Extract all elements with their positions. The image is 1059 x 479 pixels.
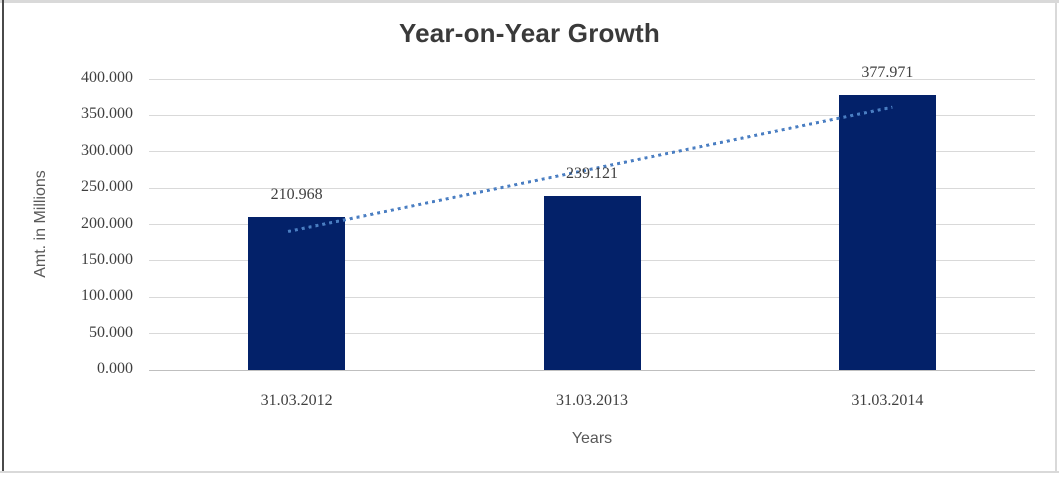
gridline (149, 187, 1035, 189)
data-label: 377.971 (861, 64, 914, 82)
y-tick-label: 100.000 (81, 287, 133, 305)
y-tick-label: 50.000 (89, 323, 133, 341)
border-right (1055, 0, 1057, 473)
border-left (2, 0, 4, 471)
y-tick-label: 150.000 (81, 250, 133, 268)
data-label: 239.121 (566, 165, 618, 183)
x-axis-line (149, 369, 1035, 371)
bar-31.03.2013 (543, 196, 641, 370)
border-top (0, 0, 1059, 3)
y-tick-label: 350.000 (81, 105, 133, 123)
y-tick-label: 200.000 (81, 214, 133, 232)
data-label: 210.968 (270, 185, 323, 203)
x-axis-title: Years (571, 430, 613, 447)
y-tick-label: 250.000 (81, 178, 133, 196)
x-tick-label: 31.03.2013 (556, 392, 628, 409)
x-tick-label: 31.03.2014 (851, 392, 924, 409)
x-tick-label: 31.03.2012 (260, 392, 333, 409)
y-tick-label: 400.000 (81, 69, 133, 86)
plot-area: 210.968 239.121 377.971 (149, 64, 1035, 371)
gridline (149, 78, 1035, 80)
bar-31.03.2014 (838, 95, 936, 370)
border-bottom (0, 471, 1059, 473)
gridline (149, 151, 1035, 153)
y-tick-label: 300.000 (81, 141, 133, 159)
y-tick-label: 0.000 (97, 360, 133, 377)
gridline (149, 114, 1035, 116)
chart-title: Year-on-Year Growth (399, 18, 660, 48)
bar-31.03.2012 (248, 216, 346, 370)
